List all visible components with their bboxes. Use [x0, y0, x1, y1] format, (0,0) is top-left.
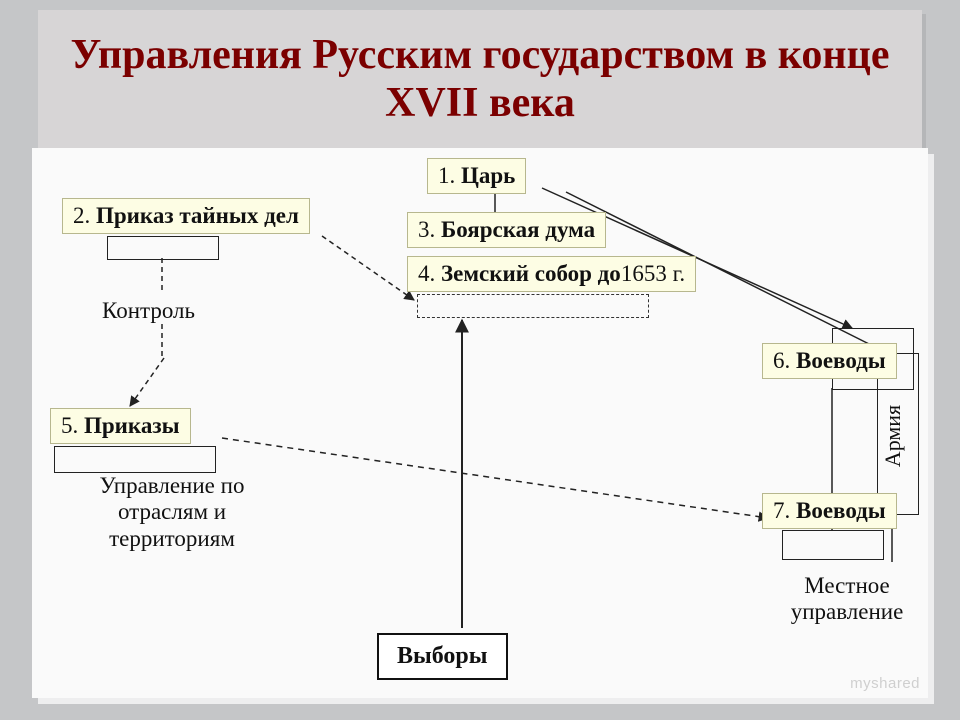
- node-3-boyarskaya-duma: 3. Боярская дума: [407, 212, 606, 248]
- box-elections: Выборы: [377, 633, 508, 680]
- node-4-zemsky-sobor: 4. Земский собор до1653 г.: [407, 256, 696, 292]
- node-7-label: Воеводы: [796, 498, 886, 523]
- node-4-num: 4.: [418, 261, 435, 286]
- label-local-admin: Местное управление: [767, 573, 927, 626]
- label-army: Армия: [880, 405, 906, 467]
- label-local-line2: управление: [791, 599, 904, 624]
- node-5-label: Приказы: [84, 413, 180, 438]
- diagram-canvas: 1. Царь 2. Приказ тайных дел 3. Боярская…: [32, 148, 928, 698]
- node-6-num: 6.: [773, 348, 790, 373]
- node-4-label-b: 1653 г.: [621, 261, 685, 286]
- label-control: Контроль: [102, 298, 195, 324]
- node-3-num: 3.: [418, 217, 435, 242]
- box-under-node2: [107, 236, 219, 260]
- label-elections: Выборы: [379, 635, 506, 678]
- label-branches-territories: Управление по отраслям и территориям: [72, 473, 272, 552]
- node-1-num: 1.: [438, 163, 455, 188]
- title-panel: Управления Русским государством в конце …: [38, 10, 922, 148]
- label-branches-line2: отраслям и: [118, 499, 226, 524]
- dashed-box-under-node4: [417, 294, 649, 318]
- node-7-voevody: 7. Воеводы: [762, 493, 897, 529]
- box-voevody-bottom: [782, 530, 884, 560]
- node-1-label: Царь: [461, 163, 515, 188]
- node-5-num: 5.: [61, 413, 78, 438]
- slide-root: Управления Русским государством в конце …: [0, 0, 960, 720]
- node-6-voevody: 6. Воеводы: [762, 343, 897, 379]
- node-2-prikaz-tajnyh-del: 2. Приказ тайных дел: [62, 198, 310, 234]
- label-branches-line1: Управление по: [100, 473, 245, 498]
- node-2-label: Приказ тайных дел: [96, 203, 299, 228]
- box-under-node5: [54, 446, 216, 473]
- node-7-num: 7.: [773, 498, 790, 523]
- watermark: myshared: [850, 675, 920, 692]
- label-branches-line3: территориям: [109, 526, 235, 551]
- node-1-tsar: 1. Царь: [427, 158, 526, 194]
- node-5-prikazy: 5. Приказы: [50, 408, 191, 444]
- node-4-label-a: Земский собор до: [441, 261, 621, 286]
- node-2-num: 2.: [73, 203, 90, 228]
- node-6-label: Воеводы: [796, 348, 886, 373]
- node-3-label: Боярская дума: [441, 217, 595, 242]
- label-local-line1: Местное: [804, 573, 890, 598]
- slide-title: Управления Русским государством в конце …: [48, 31, 912, 128]
